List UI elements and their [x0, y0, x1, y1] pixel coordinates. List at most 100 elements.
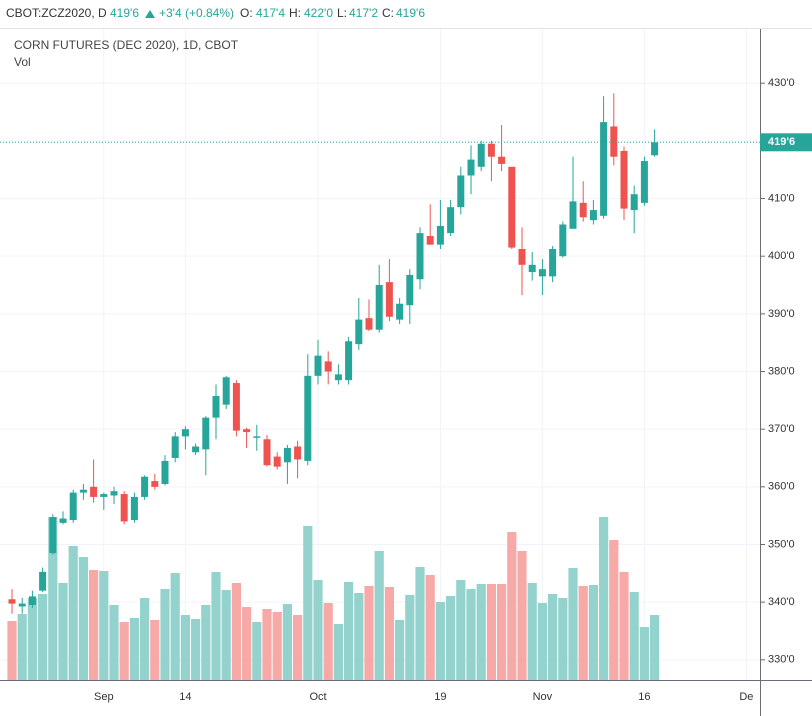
- volume-bar: [456, 580, 466, 680]
- time-axis-pane: [0, 680, 812, 716]
- candle-body: [171, 436, 179, 459]
- volume-bar: [405, 595, 415, 680]
- ohlc-label: H:: [289, 6, 301, 20]
- candle-body: [538, 269, 546, 277]
- y-tick-label: 430'0: [768, 77, 795, 89]
- volume-bar: [303, 526, 313, 680]
- volume-bar: [609, 540, 619, 680]
- x-tick-label: Sep: [94, 691, 114, 703]
- volume-bar: [160, 589, 170, 680]
- volume-label: Vol: [14, 55, 31, 69]
- candle-body: [294, 446, 302, 460]
- candle-body: [263, 439, 271, 466]
- y-tick-label: 380'0: [768, 365, 795, 377]
- volume-bar: [231, 583, 241, 680]
- volume-bar: [395, 620, 405, 680]
- volume-bar: [129, 618, 139, 680]
- ohlc-value: 422'0: [304, 6, 333, 20]
- candle-body: [365, 318, 373, 330]
- volume-bar: [191, 619, 201, 680]
- candle-body: [355, 319, 363, 345]
- volume-bar: [262, 609, 272, 680]
- candle-body: [18, 603, 26, 607]
- candle-body: [79, 489, 87, 493]
- candle-body: [243, 429, 251, 433]
- volume-bar: [537, 603, 547, 680]
- volume-bar: [599, 517, 609, 680]
- volume-bar: [78, 557, 88, 680]
- symbol: CBOT:ZCZ2020, D: [6, 6, 107, 20]
- y-tick-label: 360'0: [768, 481, 795, 493]
- y-tick-label: 340'0: [768, 596, 795, 608]
- volume-bar: [354, 593, 364, 680]
- volume-bar: [48, 517, 58, 680]
- candle-body: [283, 447, 291, 463]
- x-tick-label: 16: [638, 691, 650, 703]
- y-tick-label: 330'0: [768, 654, 795, 666]
- volume-bar: [588, 585, 598, 680]
- volume-bar: [364, 586, 374, 680]
- x-tick-label: 19: [434, 691, 446, 703]
- candle-body: [345, 341, 353, 381]
- y-tick-label: 350'0: [768, 538, 795, 550]
- ohlc-value: 419'6: [396, 6, 425, 20]
- volume-bar: [211, 572, 221, 680]
- candle-body: [28, 596, 36, 606]
- volume-bar: [170, 573, 180, 680]
- candle-body: [528, 264, 536, 273]
- candle-body: [212, 396, 220, 418]
- x-tick-label: 14: [179, 691, 191, 703]
- y-tick-label: 400'0: [768, 250, 795, 262]
- candle-body: [396, 303, 404, 320]
- ohlc-value: 417'4: [256, 6, 285, 20]
- candle-body: [304, 375, 312, 461]
- candle-body: [518, 248, 526, 265]
- candle-body: [620, 150, 628, 209]
- volume-bar: [446, 596, 456, 680]
- volume-bar: [497, 584, 507, 680]
- candle-body: [334, 374, 342, 381]
- volume-bar: [435, 602, 445, 680]
- candle-body: [232, 383, 240, 431]
- candle-body: [508, 166, 516, 248]
- x-tick-label: Nov: [533, 691, 553, 703]
- candle-body: [375, 285, 383, 330]
- volume-bar: [119, 622, 129, 680]
- volume-bar: [650, 615, 660, 680]
- candle-body: [141, 476, 149, 497]
- candle-body: [559, 224, 567, 257]
- candle-body: [630, 194, 638, 211]
- volume-bar: [38, 594, 48, 680]
- candle-body: [8, 599, 16, 604]
- candle-body: [161, 460, 169, 484]
- candle-body: [477, 143, 485, 167]
- candle-body: [600, 122, 608, 216]
- candle-body: [253, 436, 261, 438]
- ohlc-label: L:: [337, 6, 347, 20]
- volume-bar: [27, 598, 37, 680]
- volume-bar: [507, 532, 517, 680]
- axes: 330'0 340'0 350'0 360'0 370'0 380'0 390'0 400'0…: [94, 77, 812, 703]
- candle-body: [100, 494, 108, 497]
- volume-bar: [548, 594, 558, 680]
- volume-bar: [415, 567, 425, 680]
- y-tick-label: 370'0: [768, 423, 795, 435]
- y-tick-label: 410'0: [768, 192, 795, 204]
- last-price: 419'6: [110, 6, 139, 20]
- volume-bar: [7, 621, 17, 680]
- ohlc-value: 417'2: [349, 6, 378, 20]
- volume-bar: [333, 624, 343, 680]
- volume-bar: [476, 584, 486, 680]
- candle-body: [436, 225, 444, 245]
- candle-body: [202, 417, 210, 450]
- volume-bar: [619, 572, 629, 680]
- volume-bar: [17, 614, 27, 680]
- ohlc-label: O:: [240, 6, 253, 20]
- volume-bar: [180, 615, 190, 680]
- y-tick-label: 390'0: [768, 308, 795, 320]
- last-price-label: 419'6: [768, 136, 795, 148]
- candle-body: [110, 491, 118, 496]
- candle-body: [549, 248, 557, 277]
